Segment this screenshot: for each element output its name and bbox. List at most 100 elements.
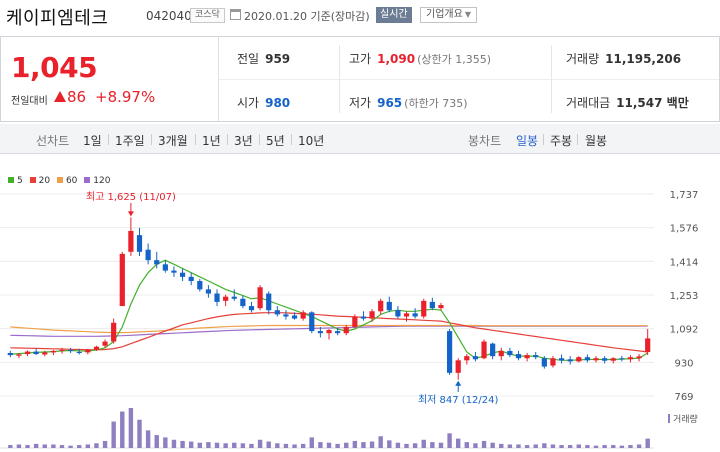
- candle-body: [550, 358, 556, 366]
- volume-bar: [361, 442, 366, 448]
- volume-bar: [326, 442, 332, 448]
- candle-body: [162, 264, 168, 271]
- candle-body: [472, 356, 479, 360]
- candle-body: [455, 360, 461, 373]
- candle-body: [412, 313, 418, 317]
- tab-line-3m[interactable]: 3개월: [158, 134, 188, 148]
- low-value: 965: [377, 96, 403, 110]
- volume-bar: [309, 437, 314, 448]
- candle-body: [93, 346, 100, 350]
- volume-bar: [292, 444, 297, 448]
- candle-body: [343, 326, 349, 334]
- volume-bar: [550, 444, 556, 448]
- candle-body: [395, 310, 401, 317]
- candle-body: [300, 312, 306, 319]
- tab-separator: [577, 134, 578, 145]
- legend-ma5-label: 5: [17, 176, 23, 186]
- column-divider: [339, 45, 340, 113]
- candle-body: [188, 276, 194, 282]
- tab-separator: [151, 134, 152, 145]
- realtime-button[interactable]: 실시간: [376, 7, 412, 23]
- low-stat: 저가 965 (하한가 735): [349, 94, 468, 111]
- volume-bar: [283, 443, 289, 448]
- candle-body: [378, 300, 384, 312]
- candle-body: [128, 230, 134, 252]
- open-value: 980: [265, 96, 291, 110]
- tab-candle-daily[interactable]: 일봉: [516, 134, 539, 148]
- candle-body: [42, 352, 48, 355]
- candle-chart-label: 봉차트: [468, 134, 502, 148]
- volume-bar: [507, 444, 513, 448]
- legend-ma20: 20: [29, 176, 51, 186]
- volume-bar: [619, 445, 625, 448]
- stock-code: 042040: [146, 9, 192, 23]
- candle-body: [610, 358, 616, 361]
- volume-bar: [51, 444, 56, 448]
- candle-body: [248, 306, 255, 311]
- y-tick-label: 1,253: [670, 291, 699, 302]
- candle-body: [231, 296, 237, 299]
- volume-bar: [533, 444, 538, 448]
- volume-bar: [85, 444, 91, 448]
- low-label: 저가: [349, 96, 372, 110]
- ma-legend: 5 20 60 120: [8, 176, 114, 188]
- volume-label: 거래량: [566, 52, 600, 66]
- company-overview-dropdown[interactable]: 기업개요 ▼: [420, 7, 477, 23]
- volume-bar: [585, 445, 590, 448]
- candle-body: [214, 293, 220, 302]
- base-date: 2020.01.20 기준(장마감): [244, 10, 370, 23]
- upper-limit: (상한가 1,355): [417, 53, 491, 66]
- legend-swatch: [8, 177, 14, 183]
- volume-bar: [180, 440, 185, 448]
- volume-bar: [456, 438, 461, 448]
- volume-label: 거래량: [673, 413, 698, 425]
- candle-body: [627, 357, 634, 360]
- tab-line-10y[interactable]: 10년: [298, 134, 325, 148]
- candle-body: [76, 351, 82, 354]
- candle-body: [533, 355, 539, 358]
- volume-bar: [33, 443, 39, 448]
- volume-bar: [542, 443, 547, 448]
- candle-body: [291, 315, 298, 319]
- prev-close-value: 959: [265, 52, 291, 66]
- volume-bar: [524, 445, 530, 448]
- volume-bar: [266, 441, 271, 448]
- volume-bar: [611, 445, 616, 448]
- tab-candle-weekly[interactable]: 주봉: [550, 134, 573, 148]
- candle-body: [567, 359, 573, 362]
- tab-line-5y[interactable]: 5년: [266, 134, 285, 148]
- volume-bar: [102, 440, 108, 448]
- ma20-line: [10, 312, 648, 353]
- y-tick-label: 1,576: [670, 224, 699, 235]
- column-divider: [551, 45, 552, 113]
- volume-bar: [94, 443, 99, 448]
- volume-bar: [438, 442, 444, 448]
- current-price-box: 1,045 전일대비 86 +8.97%: [1, 37, 219, 121]
- y-tick-label: 1,737: [670, 190, 699, 201]
- candle-body: [481, 341, 487, 359]
- tab-line-1y[interactable]: 1년: [202, 134, 221, 148]
- stock-header: 케이피엠테크 042040 코스닥 2020.01.20 기준(장마감) 실시간…: [0, 0, 720, 30]
- max-arrow-head: [127, 211, 134, 217]
- candle-body: [438, 305, 444, 309]
- candle-body: [515, 354, 522, 359]
- tab-separator: [291, 134, 292, 145]
- candle-body: [266, 293, 272, 311]
- y-tick-label: 930: [674, 358, 693, 369]
- tab-line-1w[interactable]: 1주일: [115, 134, 145, 148]
- y-tick-label: 769: [674, 392, 693, 403]
- tab-candle-monthly[interactable]: 월봉: [585, 134, 608, 148]
- volume-bar: [318, 442, 323, 448]
- price-summary: 1,045 전일대비 86 +8.97% 전일 959 고가 1,090 (상한가 1…: [0, 36, 720, 122]
- volume-bar: [576, 444, 581, 448]
- volume-stat: 거래량 11,195,206: [566, 50, 681, 67]
- tab-line-1d[interactable]: 1일: [83, 134, 102, 148]
- tab-line-3y[interactable]: 3년: [234, 134, 253, 148]
- legend-ma20-label: 20: [38, 176, 51, 186]
- candle-body: [619, 358, 625, 360]
- legend-ma120-label: 120: [93, 176, 111, 186]
- candle-body: [171, 270, 177, 273]
- candle-body: [421, 300, 427, 317]
- volume-bar: [249, 443, 254, 448]
- y-tick-label: 1,414: [670, 257, 699, 268]
